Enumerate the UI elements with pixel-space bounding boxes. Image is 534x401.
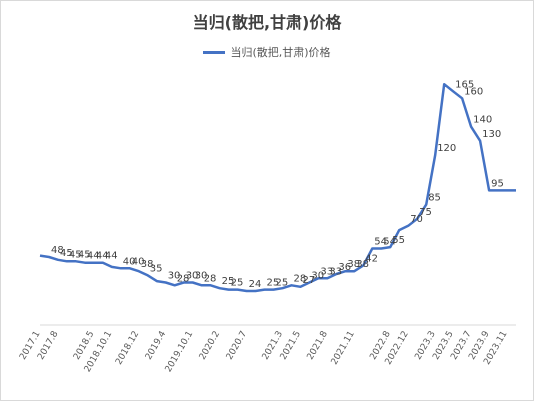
- data-label: 25: [222, 276, 235, 287]
- data-label: 25: [231, 278, 244, 289]
- series-line: [39, 82, 516, 293]
- data-label: 40: [123, 256, 136, 267]
- x-tick-label: 2020.2: [198, 330, 222, 362]
- data-label: 30: [186, 271, 199, 282]
- data-label: 95: [491, 178, 504, 189]
- data-label: 45: [78, 249, 91, 260]
- x-tick-label: 2021.11: [330, 330, 357, 367]
- data-label: 55: [392, 235, 405, 246]
- data-label: 45: [60, 248, 73, 259]
- data-label: 45: [69, 249, 82, 260]
- data-label: 30: [195, 271, 208, 282]
- data-label: 25: [267, 278, 280, 289]
- data-label: 38: [356, 259, 369, 270]
- data-label: 30: [168, 271, 181, 282]
- data-label: 30: [311, 271, 324, 282]
- data-label: 28: [204, 273, 217, 284]
- x-tick-label: 2020.7: [225, 330, 249, 362]
- data-label: 130: [482, 129, 501, 140]
- data-label: 24: [249, 279, 262, 290]
- data-label: 35: [150, 263, 163, 274]
- data-label: 33: [320, 266, 333, 277]
- data-label: 54: [383, 237, 396, 248]
- data-label: 33: [329, 266, 342, 277]
- data-label: 44: [87, 251, 100, 262]
- legend-swatch: [203, 50, 226, 54]
- legend-label: 当归(散把,甘肃)价格: [230, 46, 331, 59]
- data-label: 165: [455, 79, 474, 90]
- data-label: 44: [96, 251, 109, 262]
- data-label: 70: [410, 214, 423, 225]
- data-label: 42: [365, 254, 378, 265]
- data-label: 38: [141, 259, 154, 270]
- x-tick-label: 2018.12: [114, 330, 141, 367]
- x-tick-label: 2019.10.1: [164, 330, 196, 375]
- data-label: 27: [303, 275, 316, 286]
- data-label: 25: [276, 278, 289, 289]
- data-label: 75: [419, 207, 432, 218]
- data-label: 54: [374, 237, 387, 248]
- data-label: 48: [51, 245, 64, 256]
- data-label: 160: [464, 86, 483, 97]
- data-label: 38: [347, 259, 360, 270]
- x-tick-label: 2021.8: [306, 329, 331, 362]
- data-label: 40: [132, 256, 145, 267]
- data-label: 120: [437, 143, 456, 154]
- data-label: 36: [338, 262, 351, 273]
- data-label: 44: [105, 251, 118, 262]
- data-label: 85: [428, 193, 441, 204]
- data-label: 28: [294, 273, 307, 284]
- data-label: 28: [177, 273, 190, 284]
- chart-title: 当归(散把,甘肃)价格: [192, 13, 342, 32]
- x-tick-label: 2019.4: [144, 329, 169, 362]
- legend: 当归(散把,甘肃)价格: [0, 44, 534, 60]
- data-label: 140: [473, 115, 492, 126]
